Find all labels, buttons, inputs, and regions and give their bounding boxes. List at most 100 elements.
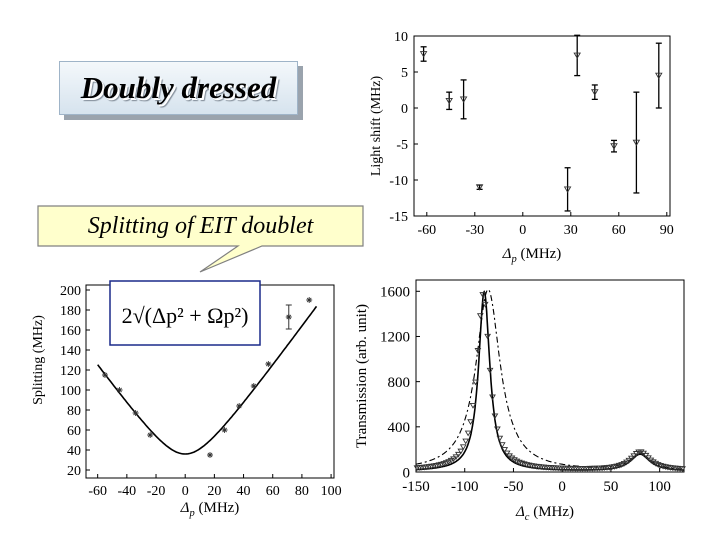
data-point xyxy=(457,448,465,455)
x-tick-label: 60 xyxy=(266,484,280,499)
formula-box xyxy=(109,280,261,346)
y-tick-label: 60 xyxy=(67,424,81,439)
x-tick-label: -150 xyxy=(402,479,430,495)
data-point xyxy=(481,301,489,308)
data-point xyxy=(116,387,123,393)
data-point xyxy=(520,461,528,468)
y-axis-label: Transmission (arb. unit) xyxy=(354,304,370,448)
y-tick-label: 180 xyxy=(60,304,81,319)
data-point xyxy=(450,456,457,463)
x-tick-label: 0 xyxy=(519,223,526,238)
x-tick-label: 100 xyxy=(321,484,342,499)
x-tick-label: 20 xyxy=(207,484,221,499)
series-line-2 xyxy=(415,288,684,470)
data-point xyxy=(623,459,630,466)
y-tick-label: 100 xyxy=(60,384,81,399)
y-tick-label: -5 xyxy=(396,138,408,153)
data-point xyxy=(459,444,467,451)
data-point xyxy=(147,432,154,438)
callout-text: Splitting of EIT doublet xyxy=(87,212,314,239)
data-point xyxy=(445,97,453,105)
y-tick-label: -10 xyxy=(389,174,408,189)
y-tick-label: 200 xyxy=(60,284,81,299)
data-point xyxy=(493,426,501,433)
x-tick-label: 0 xyxy=(182,484,189,499)
data-point xyxy=(306,297,313,303)
data-point xyxy=(655,72,663,80)
y-tick-label: 800 xyxy=(388,375,411,391)
data-point xyxy=(496,435,504,442)
data-point xyxy=(265,361,272,367)
x-tick-label: -30 xyxy=(465,223,484,238)
data-point xyxy=(250,383,257,389)
x-tick-label: -50 xyxy=(503,479,523,495)
data-point xyxy=(479,292,487,298)
data-point xyxy=(632,451,640,457)
data-point xyxy=(652,460,660,467)
data-point xyxy=(455,451,462,458)
data-point xyxy=(459,96,468,103)
y-tick-label: 0 xyxy=(403,465,411,481)
callout-shape xyxy=(37,205,364,273)
x-axis-label: Δp (MHz) xyxy=(502,246,562,265)
x-axis-label: Δc (MHz) xyxy=(515,504,574,523)
data-point xyxy=(649,459,657,466)
data-point xyxy=(620,460,628,467)
data-point xyxy=(610,143,618,150)
plot-frame xyxy=(413,35,671,217)
data-point xyxy=(447,457,455,464)
data-point xyxy=(563,186,572,193)
data-point xyxy=(627,455,635,462)
y-tick-label: 1600 xyxy=(380,285,410,301)
y-tick-label: 1200 xyxy=(380,330,410,346)
data-point xyxy=(511,457,518,464)
y-tick-label: 400 xyxy=(388,420,411,436)
x-tick-label: 0 xyxy=(558,479,566,495)
y-tick-label: 160 xyxy=(60,324,81,339)
x-tick-label: 40 xyxy=(237,484,251,499)
data-point xyxy=(469,402,477,409)
data-point xyxy=(236,403,243,409)
y-tick-label: 140 xyxy=(60,344,81,359)
data-point xyxy=(207,452,213,458)
x-tick-label: -100 xyxy=(451,479,479,495)
data-point xyxy=(679,466,686,472)
data-point xyxy=(654,462,662,468)
x-tick-label: -60 xyxy=(88,484,107,499)
data-point xyxy=(221,427,228,433)
y-tick-label: 10 xyxy=(394,30,408,45)
data-point xyxy=(445,459,453,465)
y-tick-label: 80 xyxy=(67,404,81,419)
data-point xyxy=(625,457,633,464)
x-tick-label: -40 xyxy=(118,484,137,499)
data-point xyxy=(632,139,641,147)
y-tick-label: 120 xyxy=(60,364,81,379)
y-axis-label: Light shift (MHz) xyxy=(369,76,384,177)
data-point xyxy=(484,333,492,340)
data-point xyxy=(630,453,638,460)
x-tick-label: -60 xyxy=(417,223,436,238)
data-point xyxy=(657,462,664,469)
x-tick-label: 80 xyxy=(295,484,309,499)
x-tick-label: -20 xyxy=(147,484,166,499)
y-tick-label: -15 xyxy=(389,210,408,225)
data-point xyxy=(419,51,428,58)
y-axis-label: Splitting (MHz) xyxy=(31,315,46,405)
slide-title: Doubly dressed xyxy=(80,70,277,105)
data-point xyxy=(503,450,511,457)
y-tick-label: 20 xyxy=(67,464,81,479)
data-point xyxy=(637,449,645,456)
data-point xyxy=(475,184,484,191)
x-tick-label: 100 xyxy=(648,479,671,495)
data-point xyxy=(452,454,460,461)
x-tick-label: 50 xyxy=(603,479,618,495)
data-point xyxy=(101,372,108,378)
data-point xyxy=(486,367,494,374)
data-point xyxy=(501,447,509,453)
data-point xyxy=(513,458,521,465)
x-tick-label: 30 xyxy=(564,223,578,238)
